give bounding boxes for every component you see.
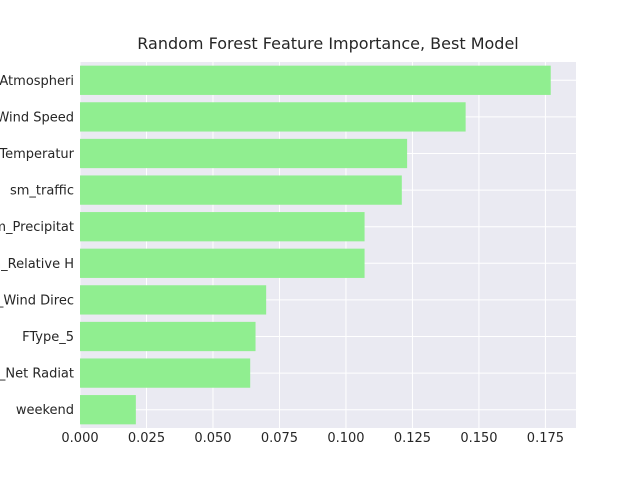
y-tick-labels: _Atmospheri Wind Speed _Temperatur sm_traff… xyxy=(0,74,75,418)
y-tick-label: m_Precipitat xyxy=(0,220,74,235)
y-tick-label: weekend xyxy=(16,403,74,418)
bar xyxy=(80,321,256,352)
bar xyxy=(80,138,408,169)
x-tick-label: 0.025 xyxy=(128,431,165,446)
chart-title: Random Forest Feature Importance, Best M… xyxy=(137,34,518,53)
bar xyxy=(80,102,466,132)
y-tick-label: _Wind Direc xyxy=(0,293,74,308)
x-tick-label: 0.050 xyxy=(194,431,231,446)
x-tick-label: 0.175 xyxy=(527,431,564,446)
y-tick-label: _Temperatur xyxy=(0,147,75,162)
x-tick-label: 0.125 xyxy=(394,431,431,446)
bar xyxy=(80,248,365,278)
x-tick-labels: 0.000 0.025 0.050 0.075 0.100 0.125 0.150 0.175 xyxy=(61,431,564,446)
x-tick-label: 0.000 xyxy=(61,431,98,446)
y-tick-label: _Net Radiat xyxy=(0,367,74,382)
bar xyxy=(80,212,365,242)
bar xyxy=(80,65,551,95)
bar xyxy=(80,175,402,205)
bar xyxy=(80,285,267,315)
y-tick-label: FType_5 xyxy=(22,330,74,345)
y-tick-label: _Atmospheri xyxy=(0,74,74,89)
bar xyxy=(80,358,251,388)
y-tick-label: sm_traffic xyxy=(10,184,74,199)
y-tick-label: n_Relative H xyxy=(0,257,74,272)
bars xyxy=(80,65,551,425)
x-tick-label: 0.075 xyxy=(261,431,298,446)
y-tick-label: Wind Speed xyxy=(0,110,74,125)
bar xyxy=(80,395,136,425)
x-tick-label: 0.150 xyxy=(460,431,497,446)
x-tick-label: 0.100 xyxy=(327,431,364,446)
